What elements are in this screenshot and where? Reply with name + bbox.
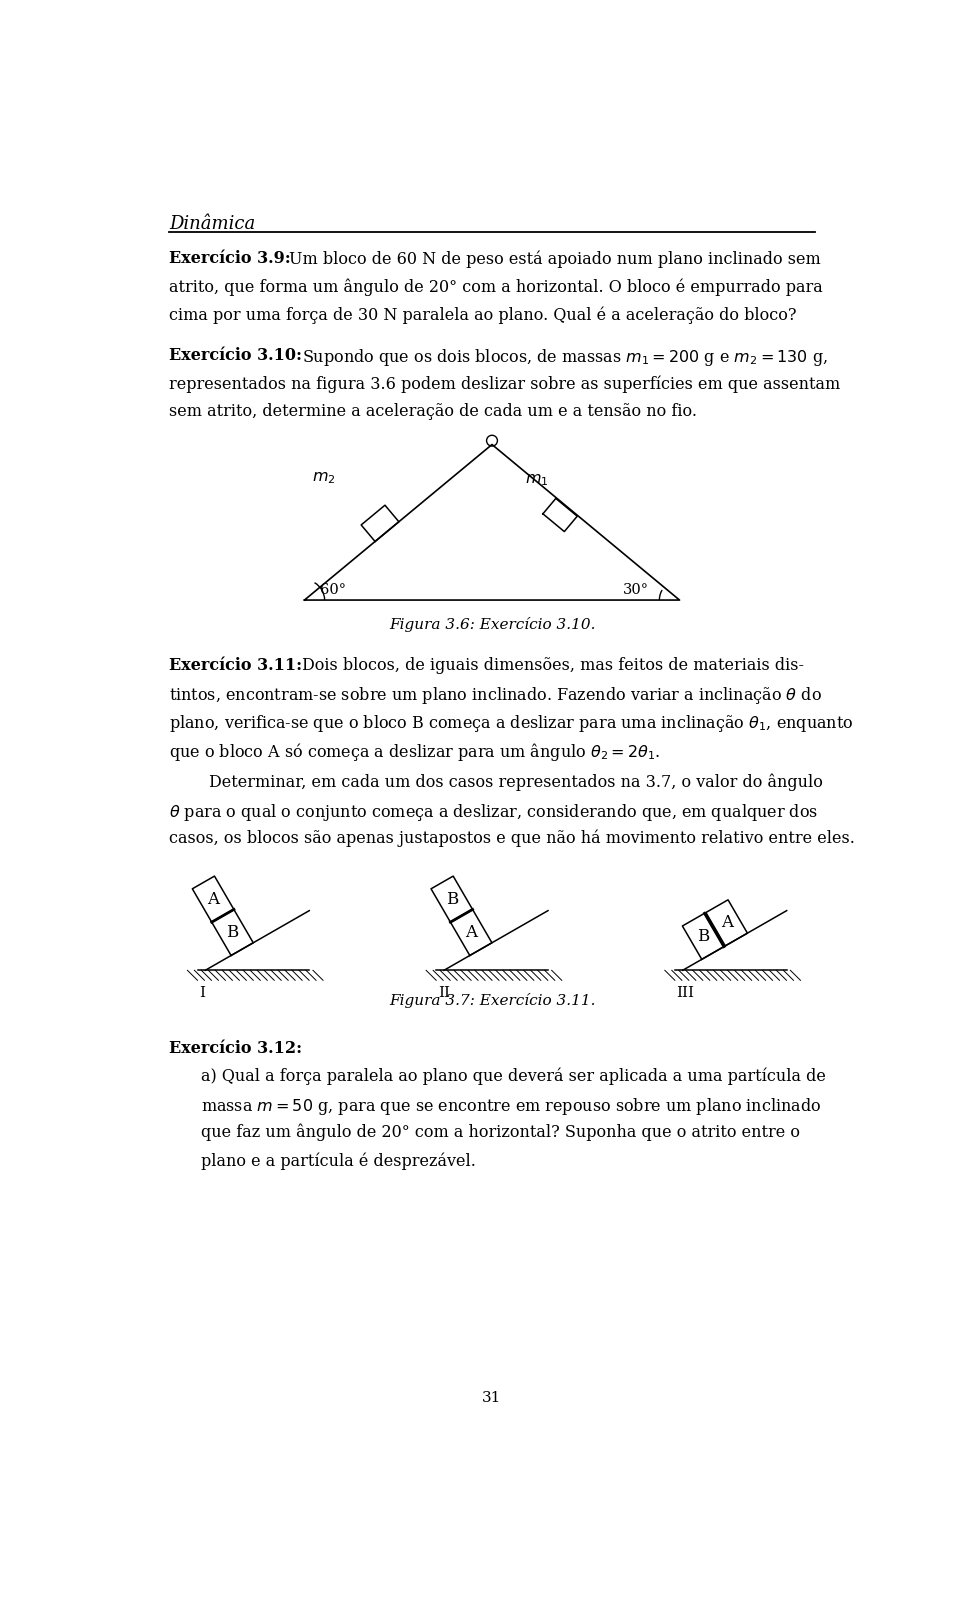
Text: a) Qual a força paralela ao plano que deverá ser aplicada a uma partícula de: a) Qual a força paralela ao plano que de… [202, 1068, 827, 1085]
Text: atrito, que forma um ângulo de 20° com a horizontal. O bloco é empurrado para: atrito, que forma um ângulo de 20° com a… [169, 279, 823, 295]
Text: I: I [199, 986, 205, 1000]
Text: Exercício 3.10:: Exercício 3.10: [169, 348, 301, 364]
Text: Figura 3.7: Exercício 3.11.: Figura 3.7: Exercício 3.11. [389, 994, 595, 1008]
Text: III: III [677, 986, 694, 1000]
Text: plano, verifica-se que o bloco B começa a deslizar para uma inclinação $\theta_1: plano, verifica-se que o bloco B começa … [169, 713, 853, 734]
Text: Um bloco de 60 N de peso está apoiado num plano inclinado sem: Um bloco de 60 N de peso está apoiado nu… [289, 250, 821, 268]
Text: Figura 3.6: Exercício 3.10.: Figura 3.6: Exercício 3.10. [389, 617, 595, 632]
Text: tintos, encontram-se sobre um plano inclinado. Fazendo variar a inclinação $\the: tintos, encontram-se sobre um plano incl… [169, 684, 822, 707]
Text: B: B [227, 923, 239, 941]
Text: $m_1$: $m_1$ [524, 471, 548, 489]
Text: 30°: 30° [623, 583, 649, 596]
Text: Exercício 3.12:: Exercício 3.12: [169, 1040, 302, 1056]
Text: A: A [466, 923, 477, 941]
Text: sem atrito, determine a aceleração de cada um e a tensão no fio.: sem atrito, determine a aceleração de ca… [169, 404, 697, 420]
Text: A: A [721, 914, 732, 931]
Text: A: A [207, 891, 219, 907]
Text: Supondo que os dois blocos, de massas $m_1 = 200$ g e $m_2 = 130$ g,: Supondo que os dois blocos, de massas $m… [302, 348, 828, 369]
Text: Dinâmica: Dinâmica [169, 215, 255, 234]
Text: representados na figura 3.6 podem deslizar sobre as superfícies em que assentam: representados na figura 3.6 podem desliz… [169, 375, 840, 393]
Text: massa $m = 50$ g, para que se encontre em repouso sobre um plano inclinado: massa $m = 50$ g, para que se encontre e… [202, 1096, 822, 1117]
Text: 60°: 60° [320, 583, 346, 596]
Text: B: B [697, 928, 709, 944]
Text: Dois blocos, de iguais dimensões, mas feitos de materiais dis-: Dois blocos, de iguais dimensões, mas fe… [302, 657, 804, 673]
Text: que faz um ângulo de 20° com a horizontal? Suponha que o atrito entre o: que faz um ângulo de 20° com a horizonta… [202, 1124, 801, 1141]
Text: Determinar, em cada um dos casos representados na 3.7, o valor do ângulo: Determinar, em cada um dos casos represe… [209, 774, 823, 792]
Text: que o bloco A só começa a deslizar para um ângulo $\theta_2 = 2\theta_1$.: que o bloco A só começa a deslizar para … [169, 741, 660, 763]
Text: B: B [445, 891, 458, 907]
Text: $m_2$: $m_2$ [312, 470, 336, 486]
Text: cima por uma força de 30 N paralela ao plano. Qual é a aceleração do bloco?: cima por uma força de 30 N paralela ao p… [169, 306, 797, 324]
Text: 31: 31 [482, 1391, 502, 1406]
Text: Exercício 3.9:: Exercício 3.9: [169, 250, 291, 268]
Text: casos, os blocos são apenas justapostos e que não há movimento relativo entre el: casos, os blocos são apenas justapostos … [169, 830, 854, 848]
Text: Exercício 3.11:: Exercício 3.11: [169, 657, 302, 673]
Text: II: II [438, 986, 449, 1000]
Text: $\theta$ para o qual o conjunto começa a deslizar, considerando que, em qualquer: $\theta$ para o qual o conjunto começa a… [169, 802, 818, 822]
Text: plano e a partícula é desprezável.: plano e a partícula é desprezável. [202, 1153, 476, 1170]
